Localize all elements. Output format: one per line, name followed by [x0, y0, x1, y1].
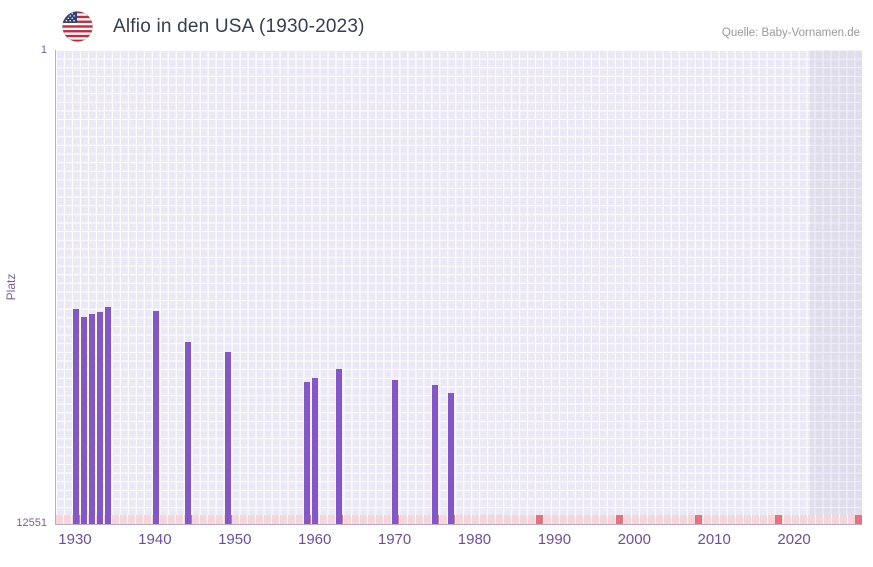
rank-bar-1931[interactable] [80, 317, 87, 524]
strip-mark-2008 [695, 515, 703, 524]
strip-mark-1998 [615, 515, 623, 524]
strip-mark-1988 [535, 515, 543, 524]
rank-bar-1949[interactable] [224, 352, 231, 524]
y-axis-label: Platz [4, 273, 18, 301]
x-axis-ticks: 1930 1940 1950 1960 1970 1980 1990 2000 2010 2020 [55, 531, 862, 553]
rank-bar-1960[interactable] [312, 378, 319, 524]
us-flag-icon [62, 11, 93, 42]
strip-mark-2028 [855, 515, 862, 524]
no-data-strip [56, 515, 862, 524]
source-credit-link[interactable]: Quelle: Baby-Vornamen.de [721, 27, 860, 39]
rank-bar-1944[interactable] [184, 342, 191, 524]
x-tick-label-1980: 1980 [457, 531, 492, 548]
rank-bar-1934[interactable] [104, 306, 111, 524]
page-title: Alfio in den USA (1930-2023) [113, 16, 365, 37]
x-tick-label-2000: 2000 [617, 531, 651, 548]
x-tick-label-2010: 2010 [697, 531, 731, 548]
y-tick-worst: 12551 [16, 517, 47, 529]
rank-bar-1970[interactable] [392, 380, 399, 524]
x-tick-label-1990: 1990 [537, 531, 572, 548]
x-tick-label-1940: 1940 [138, 531, 172, 548]
rank-bar-1959[interactable] [304, 382, 311, 524]
rank-bar-1975[interactable] [432, 385, 439, 524]
rank-bar-1940[interactable] [152, 311, 159, 524]
future-region-shade [810, 50, 862, 524]
rank-bar-1930[interactable] [72, 308, 79, 524]
rank-bar-1963[interactable] [336, 369, 343, 524]
plot-area [55, 50, 862, 525]
x-tick-label-1970: 1970 [377, 531, 412, 548]
rank-bar-1932[interactable] [88, 313, 95, 524]
strip-mark-2018 [775, 515, 783, 524]
x-tick-label-1960: 1960 [297, 531, 332, 548]
y-tick-best: 1 [40, 44, 47, 56]
rank-bar-1977[interactable] [448, 393, 455, 524]
bars-layer [56, 50, 862, 524]
x-tick-label-2020: 2020 [777, 531, 811, 548]
x-tick-label-1950: 1950 [218, 531, 252, 548]
x-tick-label-1930: 1930 [58, 531, 92, 548]
rank-bar-1933[interactable] [96, 311, 103, 524]
